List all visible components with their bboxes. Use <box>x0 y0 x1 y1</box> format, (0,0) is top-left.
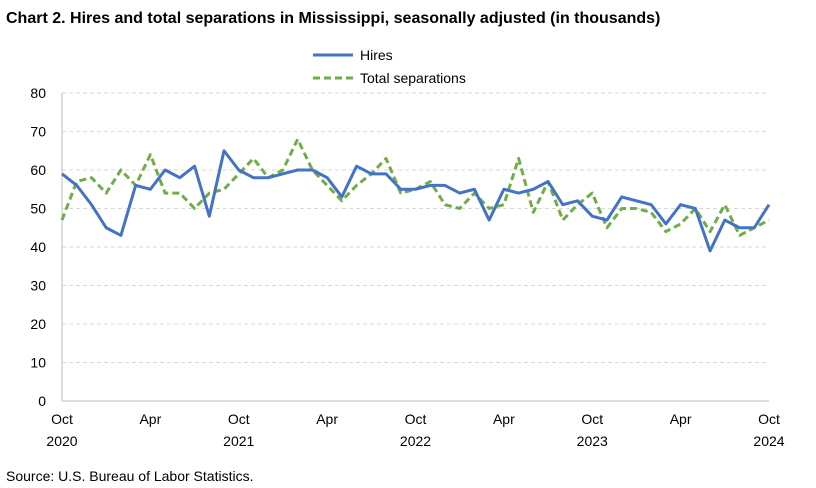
x-tick-month: Apr <box>670 411 692 427</box>
x-tick-month: Apr <box>139 411 161 427</box>
y-tick-label: 40 <box>30 239 46 255</box>
x-tick-year: 2021 <box>223 433 254 449</box>
x-tick-year: 2022 <box>400 433 431 449</box>
x-tick-month: Oct <box>51 411 73 427</box>
y-tick-label: 70 <box>30 124 46 140</box>
x-tick-month: Oct <box>581 411 603 427</box>
y-tick-label: 30 <box>30 278 46 294</box>
chart-title: Chart 2. Hires and total separations in … <box>6 10 660 27</box>
x-tick-month: Oct <box>228 411 250 427</box>
legend-hires-label: Hires <box>360 47 393 63</box>
axes <box>61 93 769 402</box>
y-tick-label: 80 <box>30 85 46 101</box>
y-tick-label: 50 <box>30 201 46 217</box>
x-axis-ticks: Oct 2020 Apr Oct 2021 Apr Oct 2022 Apr Oct 2023 Apr… <box>46 411 784 449</box>
x-tick-month: Oct <box>758 411 780 427</box>
legend-separations-label: Total separations <box>360 70 466 86</box>
source-note: Source: U.S. Bureau of Labor Statistics. <box>6 468 253 484</box>
y-tick-label: 20 <box>30 316 46 332</box>
y-tick-label: 10 <box>30 355 46 371</box>
x-tick-year: 2023 <box>577 433 608 449</box>
y-tick-label: 0 <box>38 393 46 409</box>
series-group <box>60 137 771 253</box>
x-tick-year: 2020 <box>46 433 77 449</box>
x-tick-month: Oct <box>405 411 427 427</box>
x-tick-month: Apr <box>493 411 515 427</box>
grid-lines <box>62 92 769 363</box>
legend: Hires Total separations <box>313 47 466 86</box>
y-tick-label: 60 <box>30 162 46 178</box>
x-tick-year: 2024 <box>753 433 784 449</box>
x-tick-month: Apr <box>316 411 338 427</box>
y-axis-ticks: 0 10 20 30 40 50 60 70 80 <box>30 85 46 409</box>
series-line-hires <box>61 149 771 253</box>
